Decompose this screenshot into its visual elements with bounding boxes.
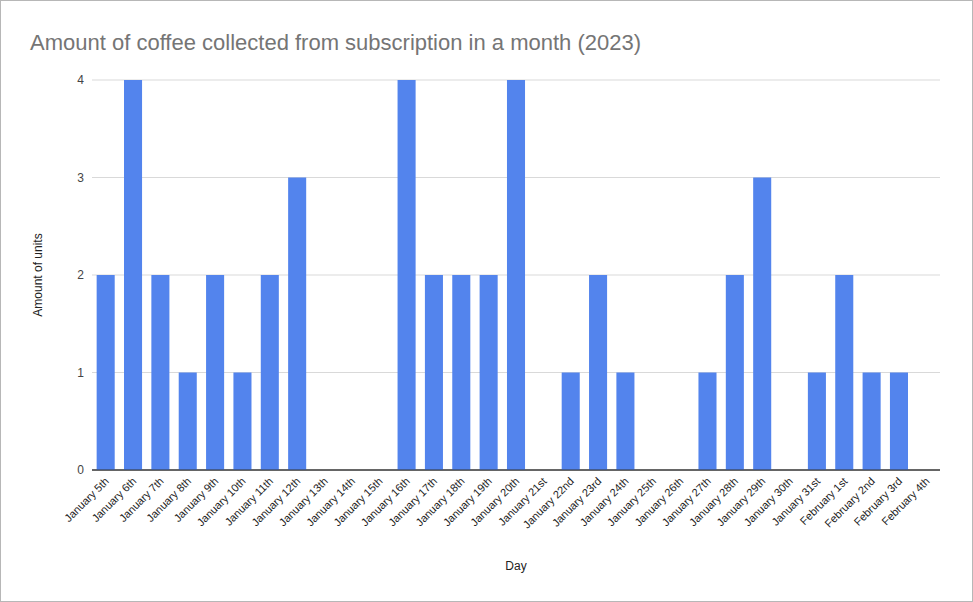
grid-line (92, 470, 940, 471)
y-tick-label: 2 (77, 268, 84, 282)
y-tick-label: 4 (77, 73, 84, 87)
title: Amount of coffee collected from subscrip… (30, 30, 641, 55)
bar (480, 275, 498, 470)
chart: Amount of coffee collected from subscrip… (0, 0, 973, 602)
bar (863, 373, 881, 471)
bar (808, 373, 826, 471)
bar (507, 80, 525, 470)
bar (97, 275, 115, 470)
bar (890, 373, 908, 471)
bar (589, 275, 607, 470)
x-axis-label: Day (505, 559, 526, 573)
bar (835, 275, 853, 470)
bar (452, 275, 470, 470)
bar (288, 178, 306, 471)
bar (753, 178, 771, 471)
x-axis-line (92, 470, 940, 471)
bar (698, 373, 716, 471)
y-tick-label: 0 (77, 463, 84, 477)
y-tick-label: 1 (77, 366, 84, 380)
x-tick-label: February 4th (879, 475, 932, 528)
bars (97, 80, 908, 470)
chart-border (1, 1, 973, 602)
y-axis-label: Amount of units (31, 233, 45, 316)
bar (616, 373, 634, 471)
bar (425, 275, 443, 470)
bar (179, 373, 197, 471)
bar (261, 275, 279, 470)
bar (124, 80, 142, 470)
bar (726, 275, 744, 470)
bar (398, 80, 416, 470)
bar (206, 275, 224, 470)
bar (233, 373, 251, 471)
bar (151, 275, 169, 470)
y-tick-label: 3 (77, 171, 84, 185)
bar (562, 373, 580, 471)
